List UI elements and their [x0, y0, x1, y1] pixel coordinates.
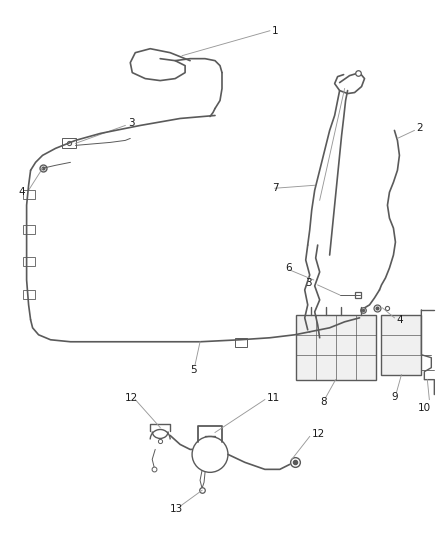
Text: 6: 6	[285, 263, 291, 273]
Bar	[23, 225, 35, 234]
Bar	[23, 190, 35, 199]
Text: 7: 7	[272, 183, 279, 193]
Text: 12: 12	[312, 430, 325, 440]
Bar	[23, 290, 35, 299]
Bar	[296, 315, 375, 379]
Bar	[23, 257, 35, 266]
Bar	[63, 139, 77, 148]
Text: 10: 10	[417, 402, 431, 413]
Text: 5: 5	[190, 365, 197, 375]
Text: 3: 3	[305, 278, 311, 288]
Bar	[381, 315, 421, 375]
Text: 9: 9	[392, 392, 398, 401]
Text: 11: 11	[267, 393, 280, 402]
Bar	[235, 338, 247, 347]
Text: 3: 3	[128, 118, 135, 128]
Text: 8: 8	[321, 397, 327, 407]
Text: 12: 12	[125, 393, 138, 402]
Text: 1: 1	[272, 26, 279, 36]
Text: 4: 4	[396, 315, 403, 325]
Text: 13: 13	[170, 504, 184, 514]
Text: 4: 4	[19, 187, 25, 197]
Text: 2: 2	[417, 124, 423, 133]
